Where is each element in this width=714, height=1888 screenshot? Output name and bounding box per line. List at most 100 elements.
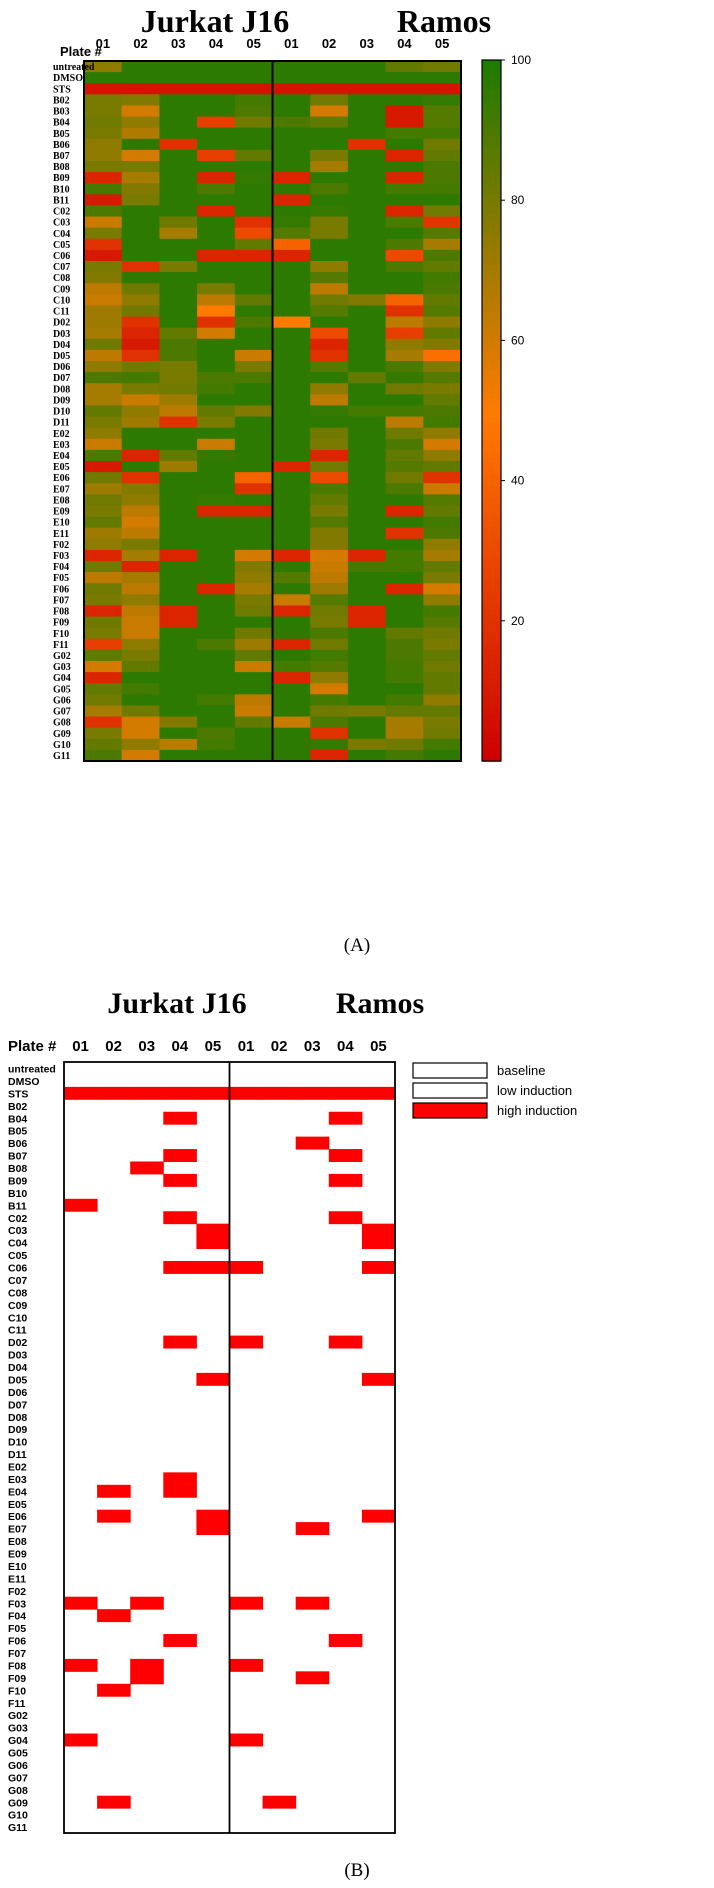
heatmap-cell [310, 738, 349, 751]
heatmap-cell [234, 672, 274, 684]
heatmap-cell [423, 349, 462, 362]
heatmap-cell [272, 316, 311, 329]
heatmap-cell [159, 549, 198, 562]
heatmap-cell [159, 649, 198, 662]
heatmap-cell [310, 627, 349, 640]
heatmap-cell [159, 616, 198, 629]
heatmap-cell [310, 116, 349, 129]
row-label: F02 [53, 540, 69, 551]
heatmap-cell [347, 272, 387, 284]
heatmap-cell [272, 683, 311, 695]
heatmap-cell [84, 72, 123, 84]
heatmap-cell-high [229, 1260, 264, 1274]
heatmap-cell [234, 394, 274, 407]
heatmap-cell [272, 561, 311, 573]
heatmap-cell [159, 72, 198, 84]
colorbar-segment [482, 287, 501, 295]
row-label: F05 [8, 1623, 26, 1635]
heatmap-cell [197, 83, 236, 95]
heatmap-cell [347, 238, 387, 251]
heatmap-cell [121, 516, 160, 529]
heatmap-cell [159, 361, 198, 373]
row-label: C10 [53, 295, 70, 306]
heatmap-cell [347, 316, 387, 329]
heatmap-cell [272, 105, 311, 118]
heatmap-cell [197, 205, 236, 218]
colorbar-segment [482, 585, 501, 593]
heatmap-cell [347, 594, 387, 607]
row-label: D02 [8, 1337, 27, 1349]
heatmap-cell [272, 583, 311, 595]
heatmap-cell [385, 183, 424, 195]
heatmap-cell [423, 105, 462, 118]
heatmap-cell [385, 716, 424, 729]
row-label: B10 [8, 1188, 27, 1200]
heatmap-cell [121, 683, 160, 695]
colorbar-segment [482, 539, 501, 546]
heatmap-cell [234, 405, 274, 418]
heatmap-cell [159, 305, 198, 318]
heatmap-cell [423, 72, 462, 84]
heatmap-cell [159, 238, 198, 251]
row-label: E10 [8, 1561, 27, 1573]
heatmap-cell [121, 327, 160, 340]
legend-swatch [412, 1062, 488, 1079]
heatmap-cell [423, 605, 462, 618]
heatmap-cell [272, 227, 311, 240]
row-label: D03 [53, 329, 70, 340]
heatmap-cell [272, 172, 311, 184]
heatmap-cell [385, 694, 424, 707]
heatmap-cell-high [361, 1260, 396, 1274]
heatmap-cell [310, 61, 349, 73]
heatmap-cell [197, 749, 236, 762]
heatmap-cell [234, 383, 274, 395]
heatmap-cell [234, 661, 274, 673]
heatmap-cell [197, 705, 236, 718]
heatmap-cell [310, 594, 349, 607]
heatmap-cell [84, 605, 123, 618]
heatmap-cell [423, 494, 462, 507]
heatmap-cell [385, 427, 424, 440]
heatmap-cell [423, 194, 462, 207]
heatmap-cell [234, 749, 274, 762]
heatmap-cell [234, 349, 274, 362]
colorbar-segment [482, 480, 501, 488]
legend-swatch [412, 1082, 488, 1099]
heatmap-cell [385, 449, 424, 462]
heatmap-cell [159, 294, 198, 307]
heatmap-cell [234, 194, 274, 207]
row-label: C05 [53, 240, 70, 251]
heatmap-cell [197, 272, 236, 284]
heatmap-cell [197, 249, 236, 262]
plate-label: 03 [360, 36, 374, 51]
heatmap-cell [347, 416, 387, 429]
heatmap-cell [84, 283, 123, 295]
heatmap-cell [159, 316, 198, 329]
heatmap-cell [197, 61, 236, 73]
row-label: F08 [8, 1660, 26, 1672]
heatmap-cell [272, 361, 311, 373]
heatmap-cell [159, 172, 198, 184]
heatmap-cell [234, 427, 274, 440]
heatmap-cell [197, 583, 236, 595]
heatmap-cell [423, 127, 462, 140]
heatmap-cell [347, 338, 387, 351]
heatmap-cell [234, 638, 274, 651]
heatmap-cell [423, 205, 462, 218]
heatmap-cell [84, 372, 123, 384]
heatmap-cell-high [361, 1086, 396, 1100]
heatmap-cell [385, 194, 424, 207]
heatmap-cell [310, 727, 349, 740]
row-label: C06 [8, 1263, 27, 1275]
row-label: D05 [53, 351, 70, 362]
heatmap-cell [234, 261, 274, 273]
heatmap-cell [121, 383, 160, 395]
heatmap-cell [272, 749, 311, 762]
colorbar-segment [482, 655, 501, 663]
heatmap-cell [272, 538, 311, 551]
heatmap-cell [197, 683, 236, 695]
colorbar-segment [482, 106, 501, 114]
heatmap-cell [385, 538, 424, 551]
heatmap-cell [347, 472, 387, 484]
